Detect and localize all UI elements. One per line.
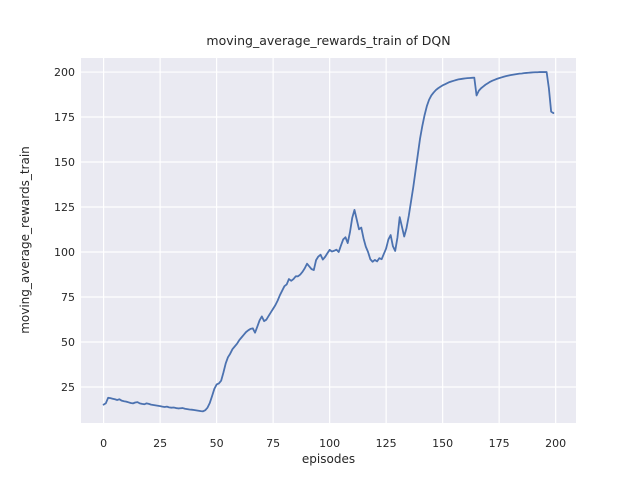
y-tick-label: 200: [54, 66, 75, 79]
x-tick-label: 125: [376, 437, 397, 450]
x-tick-label: 50: [210, 437, 224, 450]
x-tick-label: 0: [100, 437, 107, 450]
y-tick-label: 150: [54, 156, 75, 169]
x-tick-label: 175: [489, 437, 510, 450]
axes-background: [81, 58, 576, 423]
reward-line: [102, 71, 555, 413]
x-tick-label: 25: [153, 437, 167, 450]
x-tick-label: 100: [319, 437, 340, 450]
y-tick-label: 75: [61, 291, 75, 304]
x-tick-label: 75: [266, 437, 280, 450]
x-axis-label: episodes: [301, 452, 356, 466]
y-tick-label: 50: [61, 336, 75, 349]
x-tick-label: 200: [545, 437, 566, 450]
y-tick-label: 175: [54, 111, 75, 124]
chart-title: moving_average_rewards_train of DQN: [206, 33, 451, 48]
y-tick-label: 25: [61, 381, 75, 394]
y-tick-label: 100: [54, 246, 75, 259]
y-tick-label: 125: [54, 201, 75, 214]
x-tick-label: 150: [432, 437, 453, 450]
y-axis-label: moving_average_rewards_train: [18, 146, 32, 334]
